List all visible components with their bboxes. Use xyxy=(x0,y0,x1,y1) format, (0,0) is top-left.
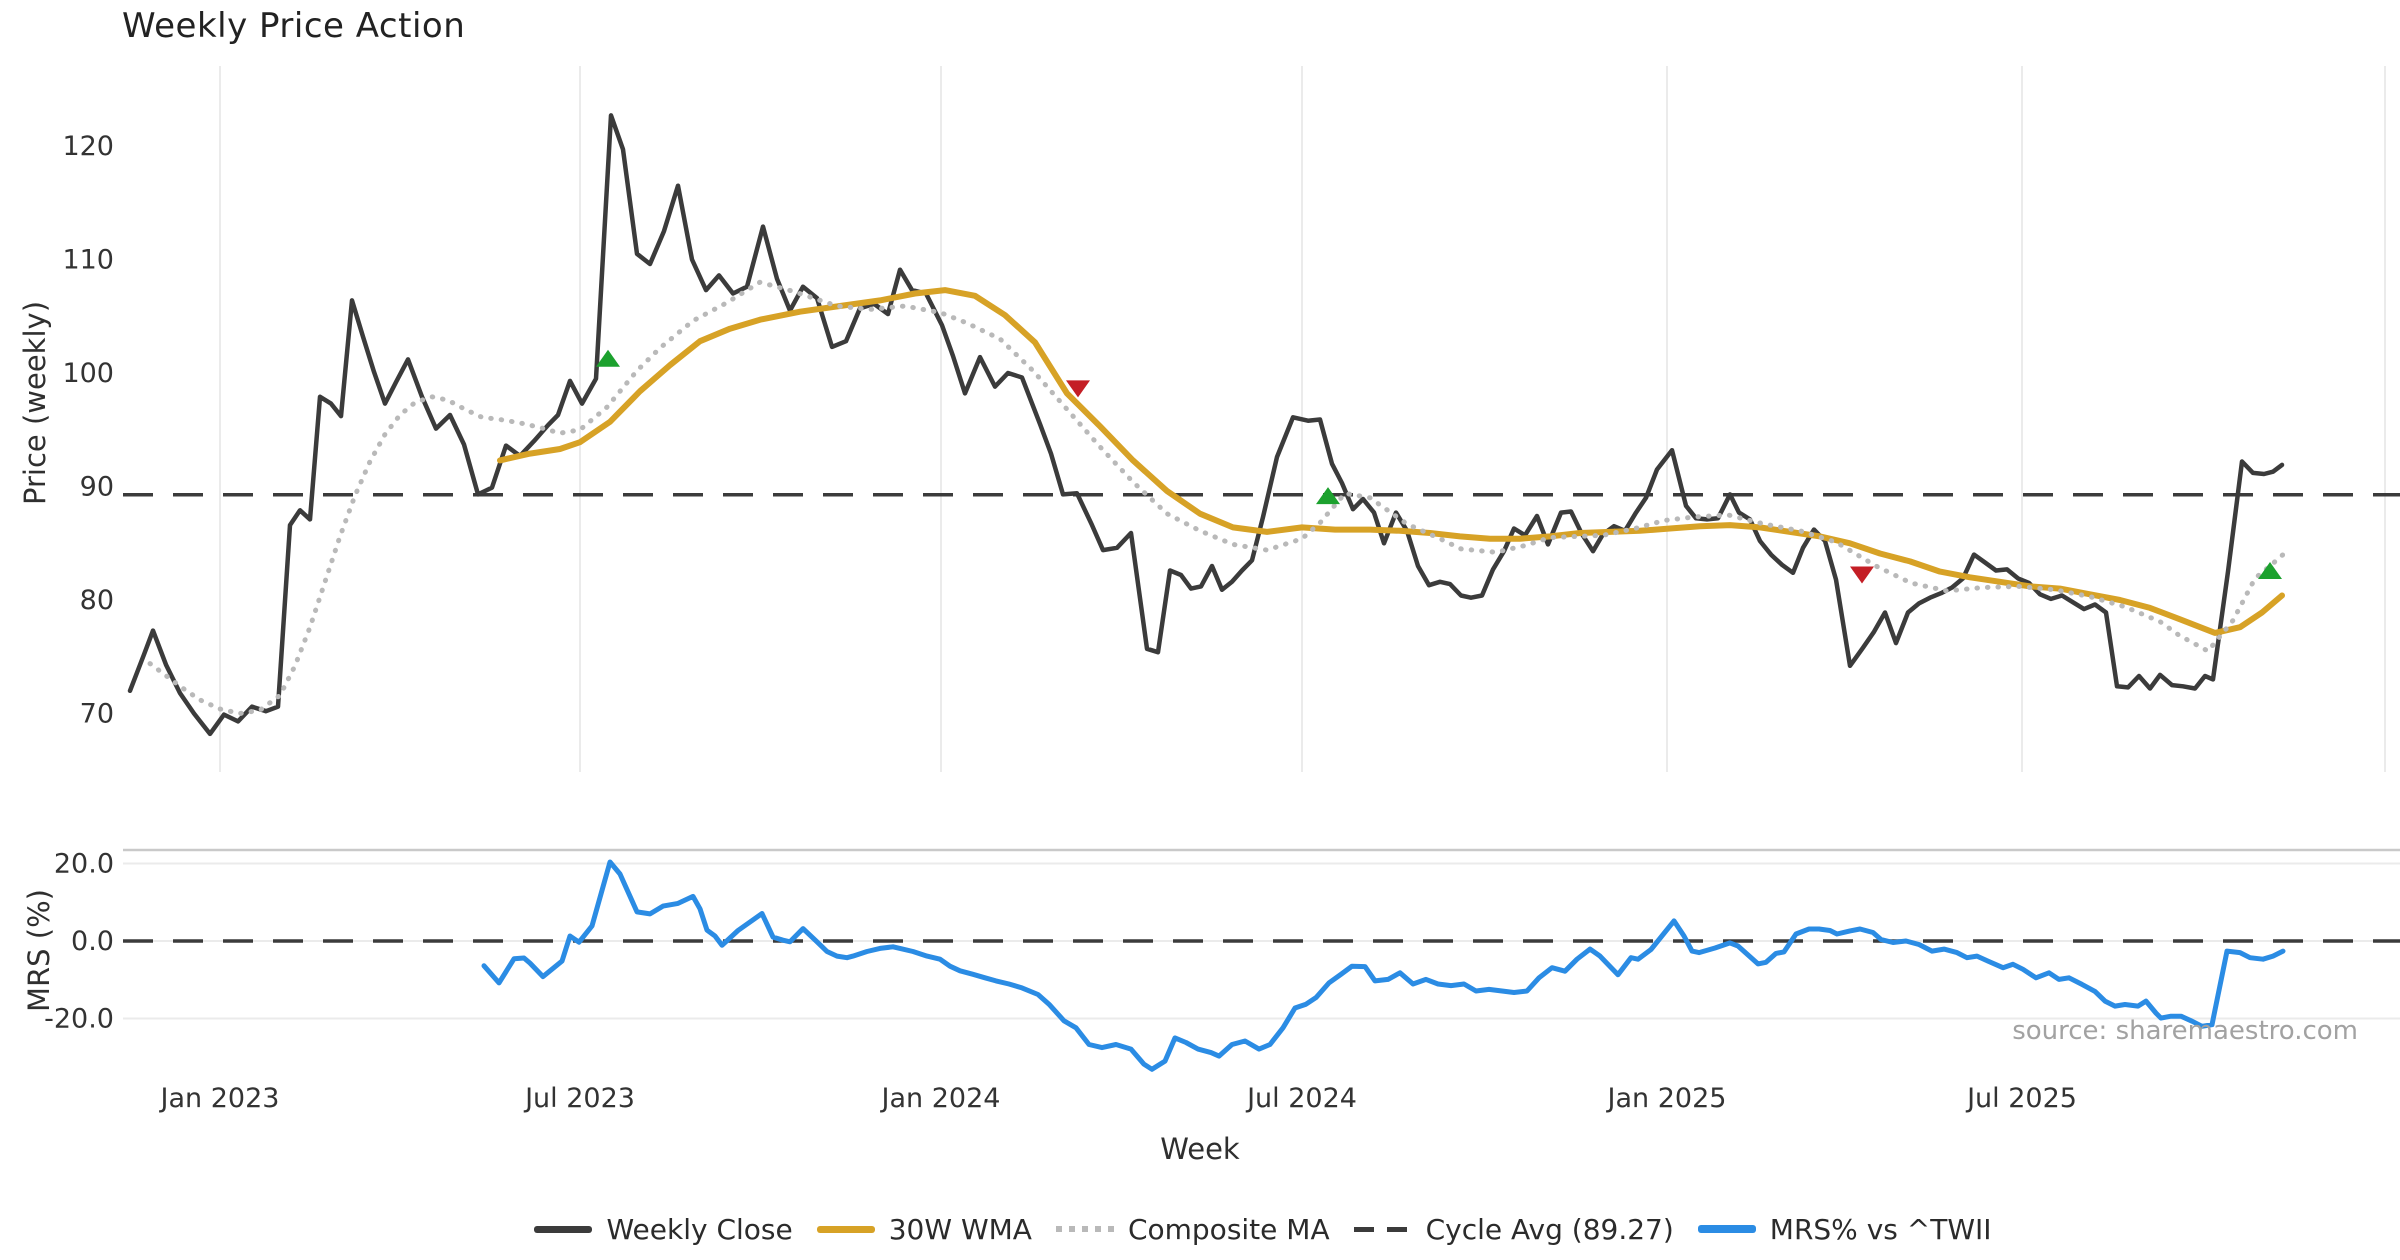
legend-mrs-label: MRS% vs ^TWII xyxy=(1769,1212,1992,1246)
sell-marker xyxy=(1850,566,1874,584)
legend-cycle-avg-label: Cycle Avg (89.27) xyxy=(1425,1212,1674,1246)
x-tick-label: Jul 2024 xyxy=(1245,1083,1357,1114)
source-note: source: sharemaestro.com xyxy=(2012,1016,2358,1046)
buy-marker xyxy=(1316,487,1340,505)
legend-mrs-swatch-icon xyxy=(1697,1225,1756,1233)
legend-30w-wma-label: 30W WMA xyxy=(888,1212,1032,1246)
composite-ma-line xyxy=(147,279,2286,716)
mrs-ytick-label: 0.0 xyxy=(71,926,114,957)
legend-cycle-avg: Cycle Avg (89.27) xyxy=(1353,1212,1674,1246)
price-ytick-label: 110 xyxy=(62,245,114,276)
mrs-ytick-label: 20.0 xyxy=(54,849,114,880)
legend-composite-ma: Composite MA xyxy=(1055,1212,1330,1246)
x-axis-title: Week xyxy=(1160,1132,1240,1166)
legend-mrs: MRS% vs ^TWII xyxy=(1697,1212,1992,1246)
x-tick-label: Jan 2024 xyxy=(880,1083,1001,1114)
legend-composite-ma-swatch-icon xyxy=(1055,1226,1114,1232)
x-tick-label: Jul 2023 xyxy=(523,1083,635,1114)
legend-30w-wma: 30W WMA xyxy=(816,1212,1032,1246)
price-ytick-label: 70 xyxy=(80,699,114,730)
price-axis-title: Price (weekly) xyxy=(18,300,52,505)
x-tick-label: Jul 2025 xyxy=(1965,1083,2077,1114)
legend-cycle-avg-swatch-icon xyxy=(1353,1226,1412,1232)
page-title: Weekly Price Action xyxy=(122,6,466,46)
chart-legend: Weekly Close 30W WMA Composite MA Cycle Avg… xyxy=(126,1206,2400,1252)
x-tick-label: Jan 2025 xyxy=(1606,1083,1727,1114)
legend-weekly-close-label: Weekly Close xyxy=(606,1212,793,1246)
price-ytick-label: 120 xyxy=(62,131,114,162)
price-ytick-label: 100 xyxy=(62,358,114,389)
x-tick-label: Jan 2023 xyxy=(159,1083,280,1114)
mrs-pct-line xyxy=(481,859,2286,1072)
price-ytick-label: 90 xyxy=(80,472,114,503)
mrs-axis-title: MRS (%) xyxy=(22,889,56,1012)
legend-weekly-close: Weekly Close xyxy=(534,1212,793,1246)
buy-marker xyxy=(2258,561,2282,579)
mrs-ytick-label: -20.0 xyxy=(44,1004,114,1035)
sell-marker xyxy=(1066,380,1090,398)
legend-30w-wma-swatch-icon xyxy=(816,1225,875,1233)
legend-composite-ma-label: Composite MA xyxy=(1127,1212,1330,1246)
buy-marker xyxy=(596,349,620,367)
price-ytick-label: 80 xyxy=(80,585,114,616)
weekly-close-line xyxy=(127,113,2285,737)
legend-weekly-close-swatch-icon xyxy=(534,1225,593,1233)
wma-30w-line xyxy=(497,287,2285,636)
